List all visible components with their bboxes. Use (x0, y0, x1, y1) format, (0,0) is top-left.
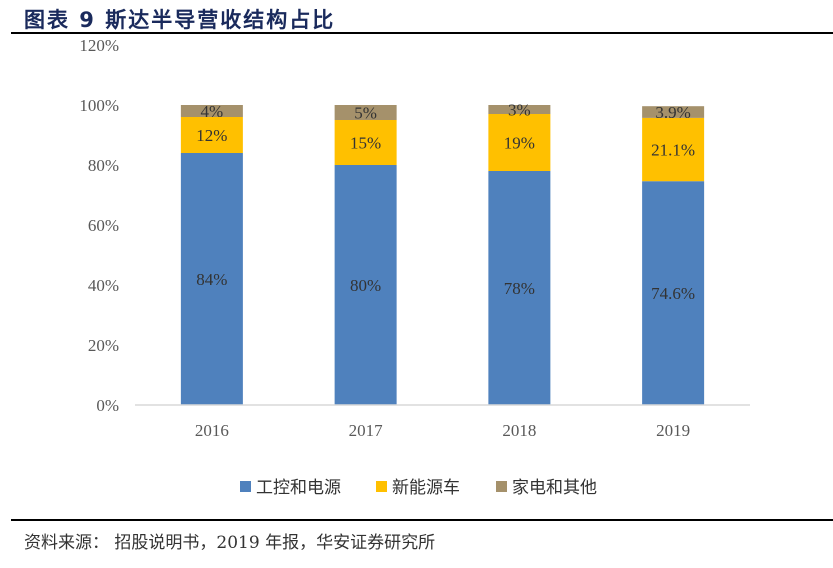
source-divider (11, 519, 833, 521)
data-label: 80% (350, 276, 381, 295)
bar-segment (642, 181, 705, 405)
legend-swatch (240, 481, 251, 492)
data-label: 15% (350, 134, 381, 153)
y-tick-label: 100% (79, 96, 119, 115)
x-tick-label: 2019 (656, 421, 690, 440)
bar-segment (334, 105, 397, 120)
data-label: 84% (196, 270, 227, 289)
y-tick-label: 20% (88, 336, 119, 355)
data-label: 21.1% (651, 141, 695, 160)
bar-segment (180, 153, 243, 405)
x-tick-label: 2017 (349, 421, 384, 440)
source-note: 资料来源： 招股说明书，2019 年报，华安证券研究所 (24, 533, 436, 553)
figure-title: 图表 9 斯达半导营收结构占比 (24, 8, 336, 32)
x-tick-label: 2016 (195, 421, 229, 440)
data-label: 12% (196, 126, 227, 145)
bar-segment (334, 165, 397, 405)
data-label: 19% (504, 134, 535, 153)
bar-segment (488, 114, 551, 171)
bar-segment (488, 105, 551, 114)
data-label: 3% (508, 101, 531, 120)
y-tick-label: 60% (88, 216, 119, 235)
legend-label: 家电和其他 (512, 478, 597, 498)
bar-segment (180, 105, 243, 117)
data-label: 4% (201, 102, 224, 121)
bar-segment (642, 106, 705, 118)
data-label: 3.9% (655, 103, 690, 122)
data-label: 78% (504, 279, 535, 298)
x-tick-label: 2018 (502, 421, 536, 440)
y-tick-label: 80% (88, 156, 119, 175)
legend-label: 工控和电源 (256, 478, 341, 498)
bar-segment (180, 117, 243, 153)
data-label: 74.6% (651, 284, 695, 303)
bar-segment (334, 120, 397, 165)
stacked-bar-chart: 0% 20% 40% 60% 80% 100% 120% 84% 12% 4% 2016 80% 15%… (79, 36, 750, 498)
y-tick-label: 40% (88, 276, 119, 295)
y-tick-label: 0% (96, 396, 119, 415)
legend-swatch (376, 481, 387, 492)
bar-segment (488, 171, 551, 405)
data-label: 5% (354, 104, 377, 123)
title-divider (11, 32, 833, 34)
bar-segment (642, 117, 705, 182)
y-tick-label: 120% (79, 36, 119, 55)
legend-swatch (496, 481, 507, 492)
legend-label: 新能源车 (392, 478, 460, 498)
